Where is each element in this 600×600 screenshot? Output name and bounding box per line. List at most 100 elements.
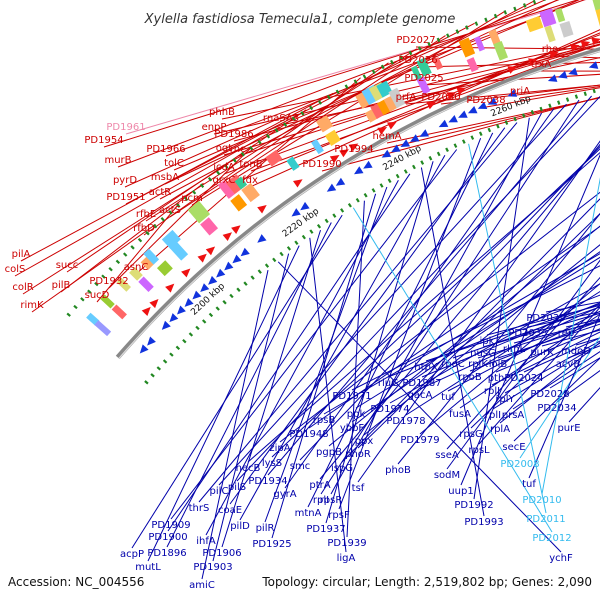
outer-gene-label[interactable]: PD2026	[398, 55, 437, 66]
inner-gene-label[interactable]: lolB	[489, 359, 508, 370]
outer-gene-label[interactable]: pilB	[52, 280, 71, 291]
inner-gene-label[interactable]: nusG	[470, 348, 496, 359]
inner-gene-label[interactable]: purE	[557, 423, 580, 434]
outer-gene-label[interactable]: PD2038	[466, 95, 505, 106]
outer-gene-label[interactable]: pyrD	[113, 175, 137, 186]
outer-gene-label[interactable]: murB	[104, 155, 131, 166]
inner-gene-label[interactable]: PD1948	[289, 429, 328, 440]
outer-gene-label[interactable]: sucD	[85, 290, 110, 301]
inner-gene-label[interactable]: rpsB	[313, 415, 336, 426]
outer-gene-label[interactable]: succ	[56, 260, 79, 271]
outer-gene-label[interactable]: hemA	[372, 131, 401, 142]
inner-gene-label[interactable]: ychF	[549, 553, 573, 564]
inner-gene-label[interactable]: rpsR	[320, 495, 343, 506]
outer-gene-label[interactable]: rfbD	[133, 223, 155, 234]
outer-gene-label[interactable]: ogt	[216, 143, 232, 154]
outer-gene-label[interactable]: PD1954	[84, 135, 123, 146]
inner-gene-label[interactable]: uup1	[448, 486, 473, 497]
inner-gene-label[interactable]: PD1909	[151, 520, 190, 531]
inner-gene-label[interactable]: amiC	[189, 580, 215, 591]
inner-gene-label[interactable]: rluC	[378, 378, 398, 389]
inner-gene-label[interactable]: rplA	[490, 424, 510, 435]
outer-gene-label[interactable]: colS	[5, 264, 26, 275]
inner-gene-label[interactable]: PD2012	[532, 533, 571, 544]
inner-gene-label[interactable]: ispG	[331, 463, 353, 474]
inner-gene-label[interactable]: rpsG	[459, 429, 482, 440]
inner-gene-label[interactable]: tsf	[352, 483, 365, 494]
inner-gene-label[interactable]: lysS	[262, 458, 282, 469]
outer-gene-label[interactable]: asnC	[124, 262, 149, 273]
inner-gene-label[interactable]: ipk	[480, 336, 495, 347]
inner-gene-label[interactable]: PD1900	[148, 532, 187, 543]
outer-gene-label[interactable]: pcm	[181, 193, 203, 204]
inner-gene-label[interactable]: gacA	[408, 390, 433, 401]
inner-gene-label[interactable]: sseA	[435, 450, 459, 461]
outer-gene-label[interactable]: PD1951	[106, 192, 145, 203]
inner-gene-label[interactable]: gyrA	[273, 489, 296, 500]
inner-gene-label[interactable]: PD1903	[193, 562, 232, 573]
inner-gene-label[interactable]: coaE	[218, 505, 242, 516]
inner-gene-label[interactable]: ybbF	[340, 423, 365, 434]
outer-gene-label[interactable]: PD1990	[302, 159, 341, 170]
inner-gene-label[interactable]: PD1934	[248, 476, 287, 487]
inner-gene-label[interactable]: PD1993	[464, 517, 503, 528]
inner-gene-label[interactable]: pilS	[228, 482, 246, 493]
inner-gene-label[interactable]: prsA	[502, 410, 525, 421]
inner-gene-label[interactable]: tuf	[441, 392, 455, 403]
inner-gene-label[interactable]: PD2033	[508, 328, 547, 339]
outer-gene-label[interactable]: colR	[12, 282, 33, 293]
outer-gene-label[interactable]: rnaSA3	[263, 113, 299, 124]
inner-gene-label[interactable]: PD1906	[202, 548, 241, 559]
outer-gene-label[interactable]: rfbE	[136, 209, 156, 220]
inner-gene-label[interactable]: sodM	[434, 470, 460, 481]
outer-gene-label[interactable]: rho	[542, 44, 558, 55]
outer-gene-label[interactable]: PD1932	[89, 276, 128, 287]
outer-gene-label[interactable]: priA	[510, 86, 530, 97]
outer-gene-label[interactable]: PD1994	[334, 144, 373, 155]
inner-gene-label[interactable]: PD1987	[402, 378, 441, 389]
inner-gene-label[interactable]: ppk	[347, 409, 366, 420]
inner-gene-label[interactable]: pilD	[230, 521, 250, 532]
inner-gene-label[interactable]: acpP	[120, 549, 144, 560]
inner-gene-label[interactable]: rep	[558, 328, 574, 339]
outer-gene-label[interactable]: prfA	[396, 92, 417, 103]
inner-gene-label[interactable]: PD1974	[370, 404, 409, 415]
outer-gene-label[interactable]: phhB	[209, 107, 235, 118]
inner-gene-label[interactable]: secE	[502, 442, 525, 453]
inner-gene-label[interactable]: PD2034	[537, 403, 576, 414]
outer-gene-label[interactable]: fdx	[242, 175, 258, 186]
outer-gene-label[interactable]: PD1966	[146, 144, 185, 155]
inner-gene-label[interactable]: htpX	[414, 362, 438, 373]
inner-gene-label[interactable]: ppx	[355, 436, 374, 447]
inner-gene-label[interactable]: hecB	[236, 463, 261, 474]
inner-gene-label[interactable]: mtnA	[295, 508, 322, 519]
inner-gene-label[interactable]: PD2024	[504, 373, 543, 384]
inner-gene-label[interactable]: PD2039	[526, 313, 565, 324]
inner-gene-label[interactable]: rpoB	[458, 372, 482, 383]
inner-gene-label[interactable]: smc	[290, 461, 310, 472]
inner-gene-label[interactable]: mutL	[135, 562, 161, 573]
inner-gene-label[interactable]: PD1925	[252, 539, 291, 550]
outer-gene-label[interactable]: PD1986	[214, 129, 253, 140]
inner-gene-label[interactable]: phoR	[345, 449, 371, 460]
inner-gene-label[interactable]: rplY	[495, 394, 515, 405]
outer-gene-label[interactable]: trxA	[531, 59, 552, 70]
outer-gene-label[interactable]: actR	[149, 187, 172, 198]
inner-gene-label[interactable]: fusA	[449, 409, 471, 420]
outer-gene-label[interactable]: PD2030	[421, 92, 460, 103]
inner-gene-label[interactable]: pth	[488, 373, 505, 384]
inner-gene-label[interactable]: rlmL	[503, 344, 526, 355]
outer-gene-label[interactable]: rimK	[20, 300, 44, 311]
inner-gene-label[interactable]: rplI	[313, 495, 329, 506]
outer-gene-label[interactable]: grxC	[212, 175, 235, 186]
inner-gene-label[interactable]: rpsL	[468, 445, 490, 456]
inner-gene-label[interactable]: PD2028	[530, 389, 569, 400]
outer-gene-label[interactable]: msbA	[151, 172, 179, 183]
inner-gene-label[interactable]: rplK	[468, 359, 488, 370]
inner-gene-label[interactable]: phoB	[385, 465, 411, 476]
inner-gene-label[interactable]: ihfA	[196, 536, 216, 547]
outer-gene-label[interactable]: icdA	[213, 162, 235, 173]
outer-gene-label[interactable]: PD2027	[396, 35, 435, 46]
inner-gene-label[interactable]: pilR	[256, 523, 275, 534]
inner-gene-label[interactable]: ligA	[337, 553, 356, 564]
